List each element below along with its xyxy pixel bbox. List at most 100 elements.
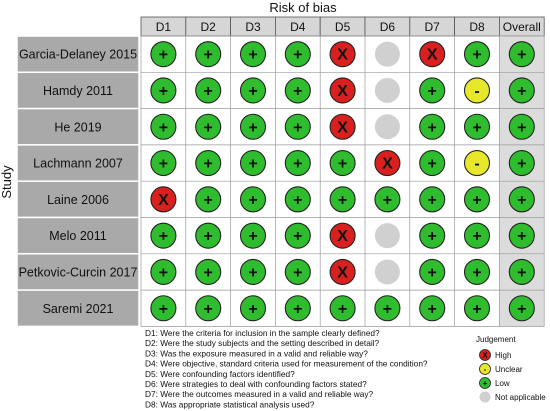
judgement-high bbox=[329, 258, 356, 286]
domain-note: D3: Was the exposure measured in a valid… bbox=[145, 348, 368, 358]
judgement-symbol: X bbox=[337, 228, 348, 245]
judgement-low bbox=[195, 150, 222, 177]
column-header-d6: D6 bbox=[380, 20, 396, 34]
judgement-low bbox=[195, 258, 222, 286]
judgement-low bbox=[239, 77, 267, 104]
judgement-symbol: + bbox=[472, 228, 481, 245]
judgement-symbol: + bbox=[338, 301, 347, 318]
judgement-symbol: + bbox=[159, 119, 168, 136]
judgement-high bbox=[419, 41, 446, 68]
judgement-symbol: + bbox=[248, 119, 257, 136]
judgement-low bbox=[508, 186, 535, 213]
judgement-low bbox=[463, 41, 491, 68]
judgement-symbol: + bbox=[248, 264, 257, 281]
study-label: Petkovic-Curcin 2017 bbox=[19, 265, 138, 279]
judgement-symbol: + bbox=[204, 301, 213, 318]
judgement-na bbox=[374, 114, 400, 140]
judgement-low bbox=[284, 150, 311, 177]
judgement-symbol: + bbox=[204, 83, 213, 100]
judgement-low bbox=[463, 186, 491, 213]
grid: D1 D2 D3 D4 D5 D6 D7 D8 Overall Garcia-Delaney 20… bbox=[16, 16, 545, 328]
judgement-low bbox=[150, 258, 177, 286]
judgement-low bbox=[419, 222, 446, 249]
judgement-symbol: - bbox=[474, 156, 479, 173]
judgement-symbol: + bbox=[293, 47, 302, 64]
judgement-symbol: + bbox=[248, 301, 257, 318]
judgement-low bbox=[284, 222, 311, 249]
judgement-low bbox=[463, 222, 491, 249]
judgement-symbol: + bbox=[517, 192, 526, 209]
judgement-high bbox=[374, 150, 401, 177]
legend-label-unclear: Unclear bbox=[495, 365, 523, 374]
judgement-low bbox=[239, 41, 267, 68]
judgement-symbol: + bbox=[428, 119, 437, 136]
domain-note: D7: Were the outcomes measured in a vali… bbox=[145, 389, 374, 399]
judgement-low bbox=[508, 222, 535, 249]
judgement-symbol: + bbox=[204, 156, 213, 173]
judgement-low bbox=[508, 113, 535, 140]
legend-title: Judgement bbox=[476, 335, 516, 344]
judgement-low bbox=[419, 113, 446, 140]
judgement-low bbox=[150, 295, 177, 322]
judgement-low bbox=[508, 150, 535, 177]
judgement-symbol: + bbox=[472, 301, 481, 318]
judgement-symbol: + bbox=[428, 192, 437, 209]
study-label-bg bbox=[16, 35, 140, 74]
judgement-unclear bbox=[463, 77, 491, 104]
judgement-low bbox=[284, 113, 311, 140]
judgement-low bbox=[463, 295, 491, 322]
judgement-symbol: + bbox=[293, 301, 302, 318]
legend-label-high: High bbox=[495, 351, 511, 360]
judgement-symbol: + bbox=[383, 192, 392, 209]
judgement-low bbox=[239, 150, 267, 177]
column-header-d4: D4 bbox=[290, 20, 306, 34]
judgement-symbol: + bbox=[159, 264, 168, 281]
judgement-symbol: + bbox=[204, 192, 213, 209]
judgement-low bbox=[284, 186, 311, 213]
judgement-symbol: + bbox=[159, 83, 168, 100]
judgement-symbol: + bbox=[293, 156, 302, 173]
domain-notes: D1: Were the criteria for inclusion in t… bbox=[145, 328, 428, 409]
judgement-symbol: X bbox=[337, 83, 348, 100]
judgement-high bbox=[329, 222, 356, 249]
judgement-symbol: + bbox=[248, 192, 257, 209]
judgement-low bbox=[329, 150, 356, 177]
judgement-low bbox=[329, 295, 356, 322]
judgement-symbol: + bbox=[338, 156, 347, 173]
judgement-symbol: X bbox=[337, 264, 348, 281]
judgement-symbol: + bbox=[472, 47, 481, 64]
judgement-low bbox=[508, 258, 535, 286]
judgement-high bbox=[329, 77, 356, 104]
y-axis-label: Study bbox=[0, 165, 14, 199]
judgement-na bbox=[374, 223, 400, 249]
study-label: Melo 2011 bbox=[49, 229, 106, 243]
judgement-symbol: + bbox=[293, 119, 302, 136]
column-header-d1: D1 bbox=[156, 20, 172, 34]
judgement-symbol: - bbox=[474, 83, 479, 100]
judgement-symbol: + bbox=[517, 156, 526, 173]
judgement-high bbox=[329, 113, 356, 140]
judgement-low bbox=[195, 222, 222, 249]
judgement-low bbox=[419, 295, 446, 322]
study-label: Lachmann 2007 bbox=[33, 157, 123, 171]
column-header-d7: D7 bbox=[425, 20, 441, 34]
study-label: He 2019 bbox=[54, 120, 101, 134]
column-header-d2: D2 bbox=[201, 20, 217, 34]
judgement-low bbox=[419, 186, 446, 213]
legend-symbol: - bbox=[484, 365, 487, 374]
study-label: Hamdy 2011 bbox=[43, 84, 113, 98]
judgement-symbol: + bbox=[472, 192, 481, 209]
judgement-low bbox=[195, 295, 222, 322]
study-label-bg bbox=[16, 253, 140, 291]
legend-label-na: Not applicable bbox=[495, 393, 546, 402]
judgement-symbol: + bbox=[472, 264, 481, 281]
study-label: Saremi 2021 bbox=[43, 302, 114, 316]
judgement-low bbox=[419, 150, 446, 177]
judgement-symbol: + bbox=[204, 264, 213, 281]
legend-label-low: Low bbox=[495, 379, 510, 388]
judgement-symbol: + bbox=[204, 228, 213, 245]
judgement-low bbox=[284, 41, 311, 68]
judgement-low bbox=[150, 150, 177, 177]
judgement-symbol: + bbox=[472, 119, 481, 136]
judgement-symbol: + bbox=[428, 264, 437, 281]
